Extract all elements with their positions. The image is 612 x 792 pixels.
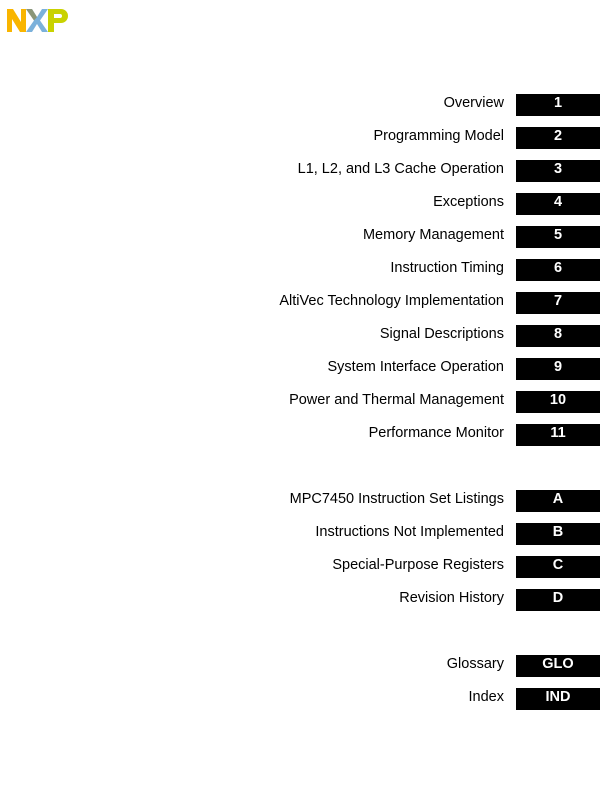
toc-entry-label[interactable]: Power and Thermal Management: [289, 392, 504, 408]
toc-entry-label[interactable]: MPC7450 Instruction Set Listings: [289, 491, 504, 507]
toc-entry-label[interactable]: System Interface Operation: [327, 359, 505, 375]
toc-entry-label[interactable]: Revision History: [399, 590, 504, 606]
toc-entry[interactable]: System Interface Operation 9: [0, 358, 612, 380]
toc-entry[interactable]: Memory Management 5: [0, 226, 612, 248]
toc-entry[interactable]: L1, L2, and L3 Cache Operation 3: [0, 160, 612, 182]
toc-entry-label[interactable]: Memory Management: [362, 227, 504, 243]
section-tab[interactable]: 7: [516, 292, 600, 314]
toc-entry-label[interactable]: Glossary: [446, 656, 504, 672]
toc-entry[interactable]: Overview 1: [0, 94, 612, 116]
section-tab[interactable]: 9: [516, 358, 600, 380]
toc-entry-label[interactable]: Overview: [443, 95, 504, 111]
toc-entry-label[interactable]: Index: [468, 689, 504, 705]
section-tab[interactable]: 3: [516, 160, 600, 182]
toc-entry-label[interactable]: AltiVec Technology Implementation: [279, 293, 504, 309]
toc-entry[interactable]: Instruction Timing 6: [0, 259, 612, 281]
toc-entry-label[interactable]: Exceptions: [433, 194, 504, 210]
section-tab[interactable]: 11: [516, 424, 600, 446]
toc-entry[interactable]: Revision History D: [0, 589, 612, 611]
toc-entry[interactable]: Glossary GLO: [0, 655, 612, 677]
toc-entry[interactable]: Performance Monitor 11: [0, 424, 612, 446]
section-tab[interactable]: C: [516, 556, 600, 578]
toc-entry[interactable]: Special-Purpose Registers C: [0, 556, 612, 578]
section-tab[interactable]: 8: [516, 325, 600, 347]
section-tab[interactable]: 10: [516, 391, 600, 413]
section-tab[interactable]: 2: [516, 127, 600, 149]
section-tab[interactable]: IND: [516, 688, 600, 710]
nxp-logo: [7, 9, 68, 32]
toc-entry[interactable]: Power and Thermal Management 10: [0, 391, 612, 413]
section-tab[interactable]: 5: [516, 226, 600, 248]
toc-entry-label[interactable]: Instructions Not Implemented: [315, 524, 504, 540]
toc-entry[interactable]: Index IND: [0, 688, 612, 710]
toc-entry-label[interactable]: Instruction Timing: [390, 260, 504, 276]
section-tab[interactable]: 6: [516, 259, 600, 281]
toc-entry[interactable]: Instructions Not Implemented B: [0, 523, 612, 545]
section-tab[interactable]: B: [516, 523, 600, 545]
section-tab[interactable]: A: [516, 490, 600, 512]
section-tab[interactable]: D: [516, 589, 600, 611]
toc-entry[interactable]: Programming Model 2: [0, 127, 612, 149]
toc-entry-label[interactable]: Special-Purpose Registers: [332, 557, 504, 573]
toc-entry-label[interactable]: Signal Descriptions: [379, 326, 504, 342]
section-tab[interactable]: 4: [516, 193, 600, 215]
toc-entry[interactable]: Exceptions 4: [0, 193, 612, 215]
toc-entry-label[interactable]: Performance Monitor: [368, 425, 504, 441]
section-tab[interactable]: GLO: [516, 655, 600, 677]
toc-entry-label[interactable]: L1, L2, and L3 Cache Operation: [297, 161, 504, 177]
toc-entry-label[interactable]: Programming Model: [373, 128, 504, 144]
toc-entry[interactable]: AltiVec Technology Implementation 7: [0, 292, 612, 314]
toc-entry[interactable]: MPC7450 Instruction Set Listings A: [0, 490, 612, 512]
toc-entry[interactable]: Signal Descriptions 8: [0, 325, 612, 347]
section-tab[interactable]: 1: [516, 94, 600, 116]
